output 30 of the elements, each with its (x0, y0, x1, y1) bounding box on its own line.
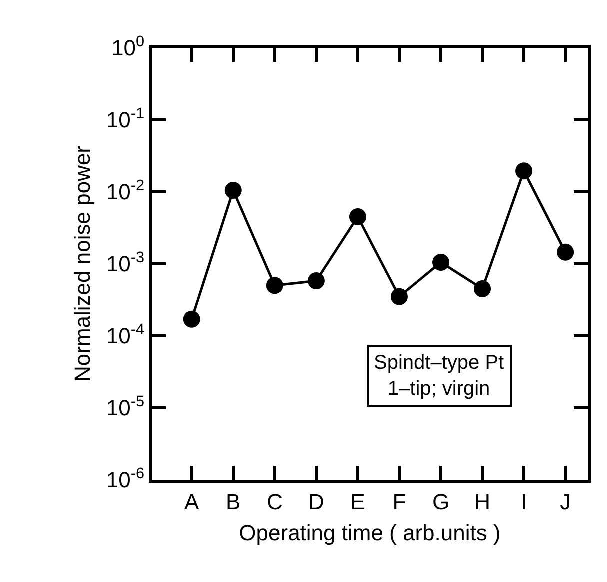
x-tick-label: D (308, 489, 324, 514)
y-axis-title: Normalized noise power (70, 146, 96, 382)
y-tick-label: 10$^{0}$ (112, 33, 145, 61)
x-tick-label: J (560, 489, 572, 514)
y-tick-label: 10$^{-6}$ (106, 465, 145, 493)
y-tick-label: 10$^{-1}$ (106, 105, 145, 133)
point (557, 244, 574, 261)
x-tick-label: A (184, 489, 200, 514)
point (224, 182, 242, 199)
y-tick-label: 10$^{-3}$ (106, 249, 145, 277)
x-tick-label: I (520, 489, 528, 514)
x-tick-label: G (432, 489, 450, 514)
x-tick-label: C (266, 489, 283, 514)
point (266, 277, 284, 294)
y-tick-label: 10$^{-2}$ (106, 177, 145, 205)
x-axis-title: Operating time ( arb.units ) (239, 520, 501, 546)
x-tick-label: B (226, 489, 241, 514)
point (308, 272, 325, 290)
point (349, 208, 366, 226)
point (516, 162, 533, 180)
x-tick-label: E (350, 489, 366, 514)
annotation: Spindt–type Pt 1–tip; virgin (374, 352, 505, 400)
point (390, 288, 408, 306)
x-tick-label: F (392, 489, 406, 514)
point (474, 280, 492, 298)
point (432, 254, 450, 271)
y-tick-label: 10$^{-5}$ (106, 393, 145, 421)
y-tick-label: 10$^{-4}$ (106, 321, 146, 349)
point (183, 310, 200, 328)
x-tick-label: H (474, 489, 490, 514)
